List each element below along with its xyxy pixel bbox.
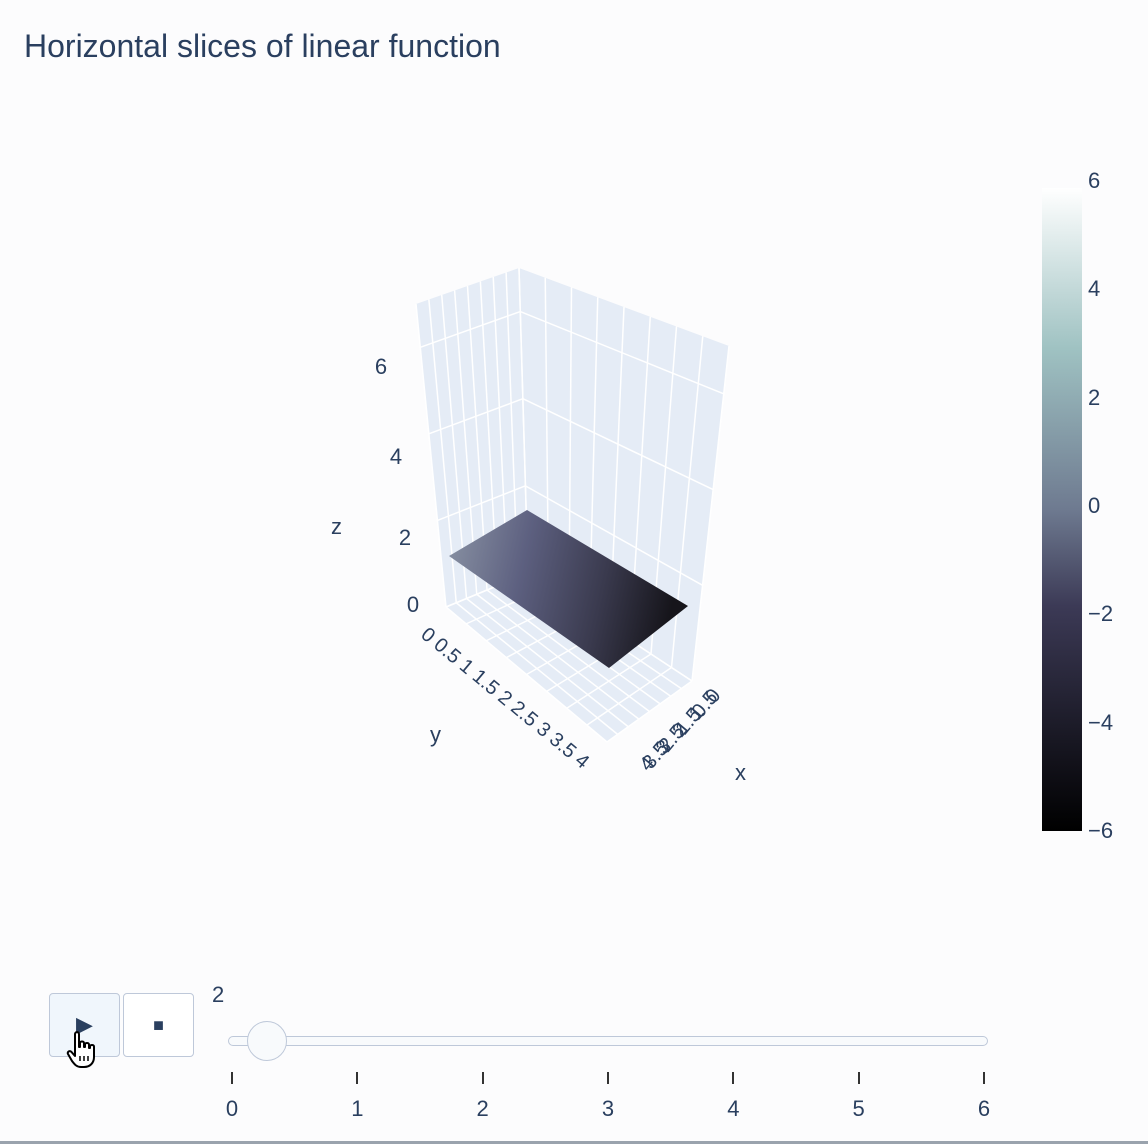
slider-tick-label[interactable]: 6 (977, 1096, 991, 1121)
slider-tick (983, 1072, 985, 1084)
slider-tick (481, 1072, 484, 1084)
stop-button[interactable]: ■ (123, 993, 194, 1057)
grid-line (520, 310, 724, 395)
colorbar-tick-label: −4 (1088, 709, 1114, 735)
slider-tick-label[interactable]: 3 (601, 1096, 615, 1121)
y-tick-label: 2.5 (506, 697, 541, 732)
slider-tick (231, 1072, 233, 1084)
grid-line (586, 666, 672, 726)
surface-slice[interactable] (449, 510, 688, 668)
x-axis-title: x (735, 760, 746, 785)
z-tick-label: 2 (399, 525, 411, 550)
slider-current-value: 2 (212, 982, 225, 1007)
grid-line (691, 345, 730, 682)
slider-track[interactable] (228, 1036, 988, 1046)
y-tick-label: 1.5 (468, 665, 503, 700)
grid-line (522, 398, 714, 491)
grid-line (420, 310, 521, 348)
colorbar-tick-label: 2 (1088, 384, 1101, 410)
slider-tick-label[interactable]: 2 (476, 1096, 489, 1121)
z-tick-label: 0 (407, 592, 419, 617)
slider-tick (607, 1072, 609, 1084)
slider-tick-label[interactable]: 5 (852, 1096, 865, 1121)
hand-cursor-icon (66, 1031, 95, 1068)
back-wall-left (416, 268, 528, 607)
slider-tick (857, 1072, 860, 1084)
colorbar-tick-label: 4 (1088, 276, 1101, 302)
colorbar-tick-label: −6 (1088, 818, 1114, 843)
colorbar-tick-label: −2 (1088, 601, 1114, 627)
slider-handle[interactable] (247, 1021, 288, 1061)
grid-line (566, 653, 652, 709)
z-tick-label: 4 (390, 444, 402, 469)
bottom-border (0, 1141, 1148, 1144)
grid-line (525, 485, 703, 586)
play-icon: ▶ (76, 1012, 93, 1037)
slider-tick-label[interactable]: 1 (351, 1096, 364, 1121)
floor-plane (446, 573, 692, 742)
z-axis-title: z (331, 514, 342, 539)
grid-line (415, 303, 447, 608)
grid-line (428, 299, 457, 603)
z-tick-label: 6 (375, 354, 387, 379)
colorbar (1042, 188, 1082, 831)
colorbar-tick-label: 0 (1088, 493, 1101, 518)
colorbar-tick-label: 6 (1088, 168, 1101, 193)
grid-line (428, 398, 524, 435)
grid-line (437, 485, 526, 522)
stop-icon: ■ (153, 1014, 164, 1035)
y-axis-title: y (430, 722, 441, 747)
slider-tick-label[interactable]: 0 (225, 1096, 239, 1121)
y-tick-label: 0.5 (429, 634, 464, 669)
slider-tick-label[interactable]: 4 (727, 1096, 740, 1121)
grid-line (606, 680, 693, 743)
y-tick-label: 3.5 (545, 728, 580, 763)
slider-tick (732, 1072, 735, 1084)
grid-line (441, 294, 468, 599)
chart-title: Horizontal slices of linear function (24, 28, 501, 64)
slider-tick (356, 1072, 359, 1084)
